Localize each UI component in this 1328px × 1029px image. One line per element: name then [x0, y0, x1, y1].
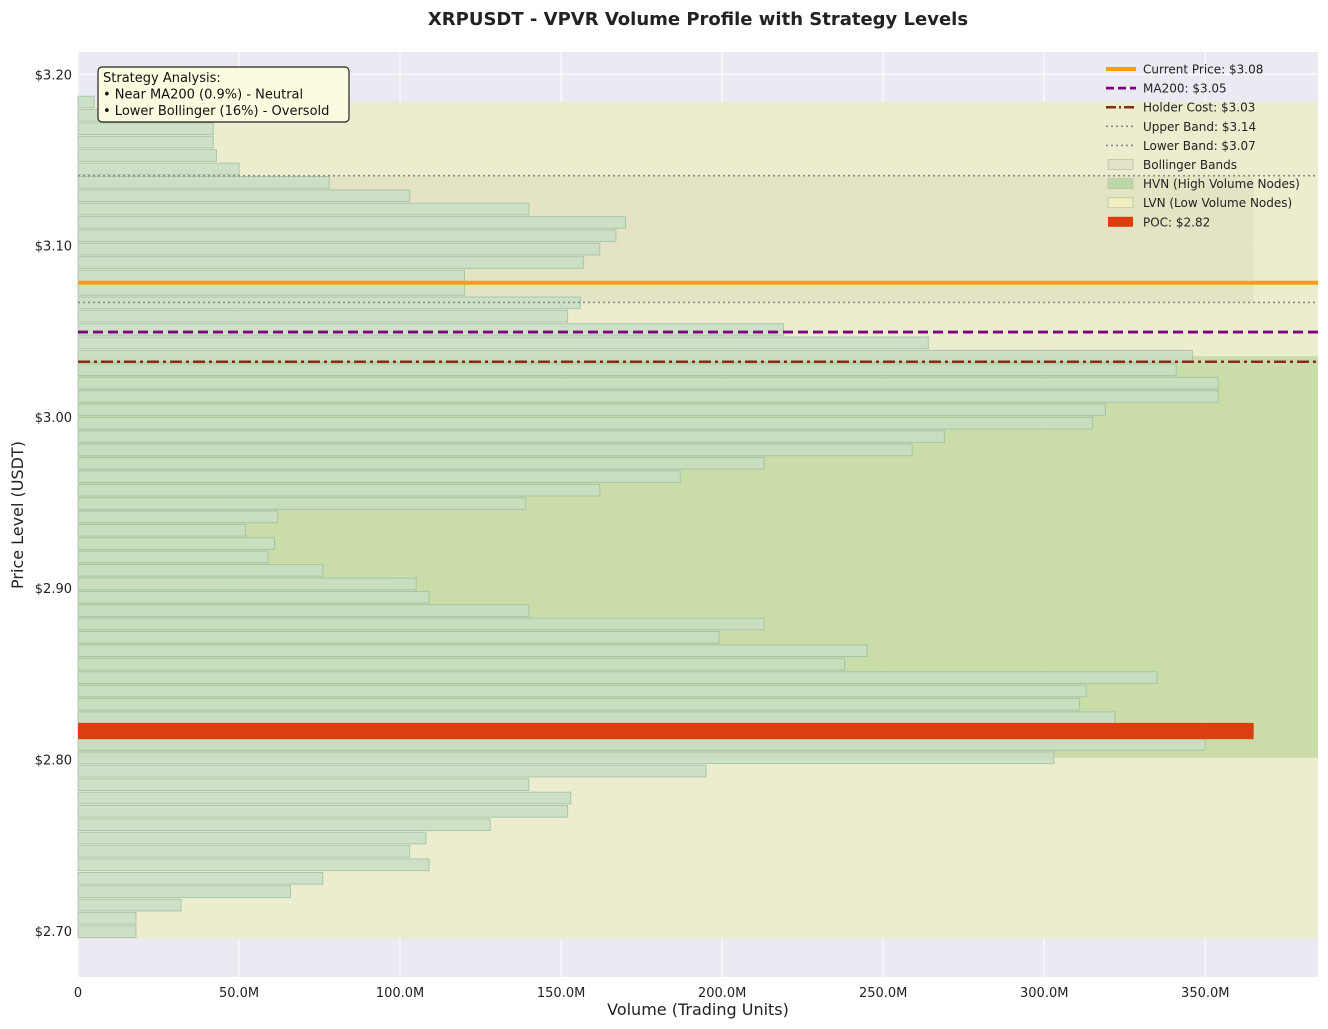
- legend-label: POC: $2.82: [1143, 215, 1210, 229]
- legend-label: Upper Band: $3.14: [1143, 120, 1256, 134]
- strategy-annotation-line: • Lower Bollinger (16%) - Oversold: [103, 104, 329, 119]
- strategy-annotation-line: • Near MA200 (0.9%) - Neutral: [103, 88, 303, 103]
- volume-bar: [77, 523, 246, 537]
- volume-bar: [77, 550, 269, 564]
- legend-label: Current Price: $3.08: [1143, 63, 1263, 77]
- y-axis-title: Price Level (USDT): [8, 441, 27, 589]
- volume-bar: [77, 818, 491, 832]
- volume-bar: [77, 363, 1177, 377]
- volume-bar: [77, 898, 182, 912]
- volume-bar: [77, 162, 240, 176]
- volume-bar: [77, 671, 1158, 684]
- volume-bar: [77, 604, 530, 617]
- chart-title: XRPUSDT - VPVR Volume Profile with Strat…: [428, 9, 968, 30]
- volume-bar: [77, 617, 765, 631]
- legend-label: Holder Cost: $3.03: [1143, 101, 1255, 115]
- volume-bar: [77, 497, 527, 510]
- volume-bar: [77, 176, 330, 189]
- volume-bar: [77, 122, 214, 136]
- volume-bar: [77, 349, 1193, 363]
- x-tick-label: 0: [74, 986, 82, 1001]
- volume-bar: [77, 845, 411, 858]
- legend-label: MA200: $3.05: [1143, 82, 1227, 96]
- volume-bar: [77, 216, 627, 229]
- y-tick-label: $2.90: [35, 582, 72, 597]
- volume-bar: [77, 283, 465, 296]
- volume-bar: [77, 202, 530, 216]
- volume-bar: [77, 443, 913, 457]
- volume-bar: [77, 791, 572, 805]
- legend-label: Bollinger Bands: [1143, 158, 1237, 172]
- strategy-annotation-box: [97, 66, 350, 123]
- volume-bar: [77, 912, 137, 925]
- legend-swatch: [1107, 197, 1134, 209]
- volume-bar: [77, 738, 1206, 751]
- x-tick-label: 100.0M: [376, 986, 424, 1001]
- x-tick-label: 50.0M: [219, 986, 259, 1001]
- x-tick-label: 350.0M: [1181, 986, 1229, 1001]
- x-tick-label: 300.0M: [1020, 986, 1068, 1001]
- poc-bar: [78, 722, 1254, 740]
- y-tick-label: $2.80: [35, 753, 72, 768]
- x-tick-label: 200.0M: [698, 986, 746, 1001]
- volume-bar: [77, 684, 1087, 698]
- volume-bar: [77, 751, 1055, 765]
- volume-bar: [77, 925, 137, 939]
- x-axis-title: Volume (Trading Units): [607, 1000, 789, 1019]
- volume-bar: [77, 256, 585, 269]
- volume-bar: [77, 269, 465, 283]
- strategy-annotation-line: Strategy Analysis:: [103, 71, 221, 86]
- volume-bar: [77, 858, 430, 872]
- volume-bar: [77, 470, 681, 483]
- y-tick-label: $3.10: [35, 240, 72, 255]
- x-tick-label: 250.0M: [859, 986, 907, 1001]
- volume-bar: [77, 697, 1081, 711]
- volume-bar: [77, 456, 765, 470]
- legend-label: HVN (High Volume Nodes): [1143, 177, 1300, 191]
- volume-bar: [77, 323, 784, 336]
- volume-bar: [77, 242, 601, 256]
- legend-label: LVN (Low Volume Nodes): [1143, 196, 1292, 210]
- volume-bar: [77, 403, 1106, 417]
- volume-bar: [77, 805, 569, 818]
- volume-bar: [77, 189, 411, 203]
- volume-bar: [77, 711, 1116, 724]
- volume-bar: [77, 376, 1219, 390]
- y-tick-label: $3.00: [35, 411, 72, 426]
- volume-bar: [77, 336, 929, 350]
- volume-bar: [77, 510, 279, 524]
- volume-bar: [77, 764, 707, 778]
- volume-bar: [77, 872, 324, 885]
- legend-swatch: [1108, 216, 1133, 227]
- volume-bar: [77, 537, 275, 550]
- volume-bar: [77, 149, 217, 162]
- x-tick-label: 150.0M: [537, 986, 585, 1001]
- volume-bar: [77, 229, 617, 243]
- volume-bar: [77, 644, 868, 658]
- legend-label: Lower Band: $3.07: [1143, 139, 1256, 153]
- volume-bar: [77, 430, 945, 443]
- volume-bar: [77, 135, 214, 149]
- legend-swatch: [1107, 178, 1134, 190]
- y-tick-label: $3.20: [35, 68, 72, 83]
- volume-bar: [77, 564, 324, 577]
- volume-bar: [77, 577, 417, 591]
- volume-bar: [77, 778, 530, 791]
- volume-bar: [77, 657, 846, 671]
- volume-bar: [77, 590, 430, 604]
- volume-bar: [77, 390, 1219, 403]
- volume-bar: [77, 309, 569, 323]
- y-tick-label: $2.70: [35, 925, 72, 940]
- legend-swatch: [1107, 159, 1134, 170]
- volume-bar: [77, 885, 292, 899]
- volume-bar: [77, 831, 427, 845]
- volume-bar: [77, 483, 601, 497]
- volume-bar: [77, 630, 720, 644]
- volume-bar: [77, 95, 95, 109]
- volume-bar: [77, 416, 1094, 430]
